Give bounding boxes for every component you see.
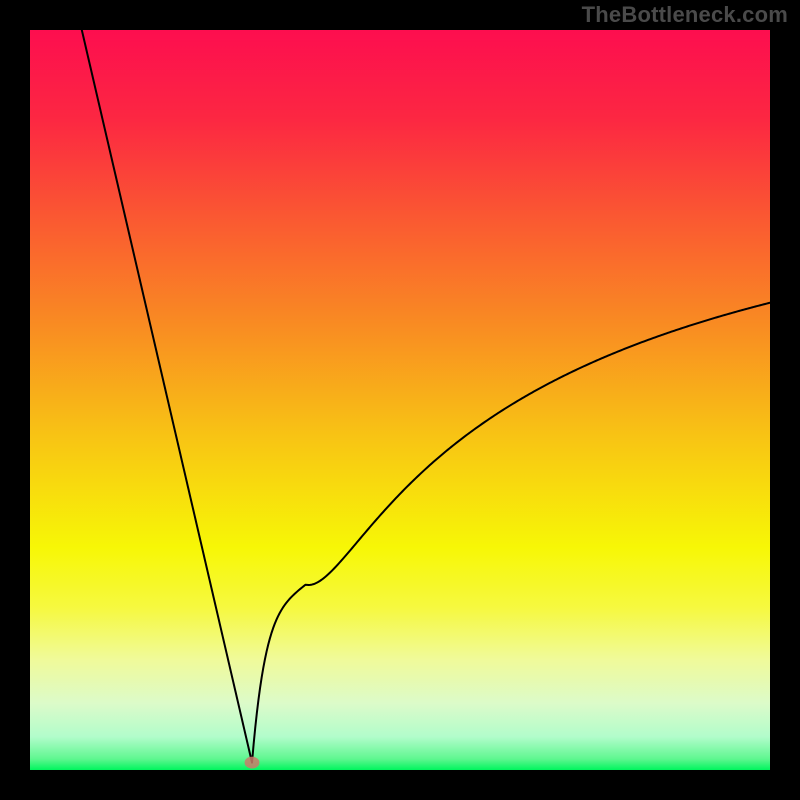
chart-container: TheBottleneck.com: [0, 0, 800, 800]
watermark-text: TheBottleneck.com: [582, 2, 788, 28]
bottleneck-chart-svg: [0, 0, 800, 800]
plot-area: [30, 30, 770, 770]
minimum-marker: [245, 757, 260, 769]
